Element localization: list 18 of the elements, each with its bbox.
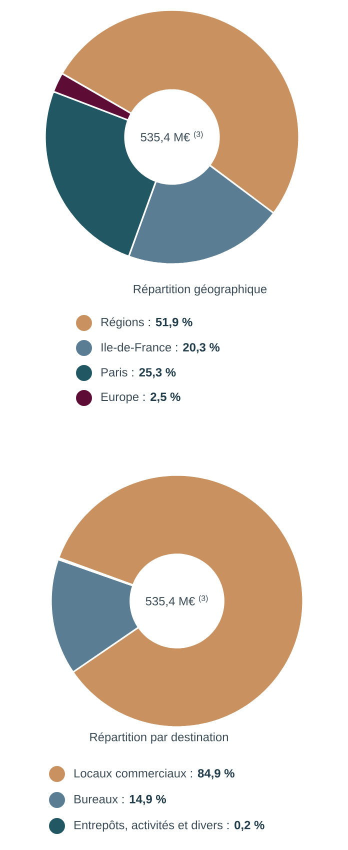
text: Répartition géographique <box>134 284 267 296</box>
legend-label: Locaux commerciaux <box>74 768 186 778</box>
text: 535,4 M€ $^{(3)}$ <box>146 595 208 607</box>
text: Répartition par destination <box>90 732 228 744</box>
data-label: : 0,2 % <box>227 820 264 832</box>
text: 535,4 M€ $^{(3)}$ <box>140 131 203 143</box>
data-label: : 14,9 % <box>122 794 166 806</box>
legend-label: Europe <box>102 392 139 404</box>
data-label: : 84,9 % <box>190 769 234 780</box>
data-label: : 20,3 % <box>176 343 220 354</box>
data-label: : 2,5 % <box>143 392 180 403</box>
legend-label: Paris <box>102 368 128 377</box>
legend-label: Ile-de-France <box>102 342 172 352</box>
legend-label: Bureaux <box>74 795 118 804</box>
legend-label: Entrepôts, activités et divers <box>74 820 223 832</box>
data-label: : 51,9 % <box>148 318 192 328</box>
data-label: : 25,3 % <box>132 368 176 378</box>
legend-label: Régions <box>102 317 144 329</box>
